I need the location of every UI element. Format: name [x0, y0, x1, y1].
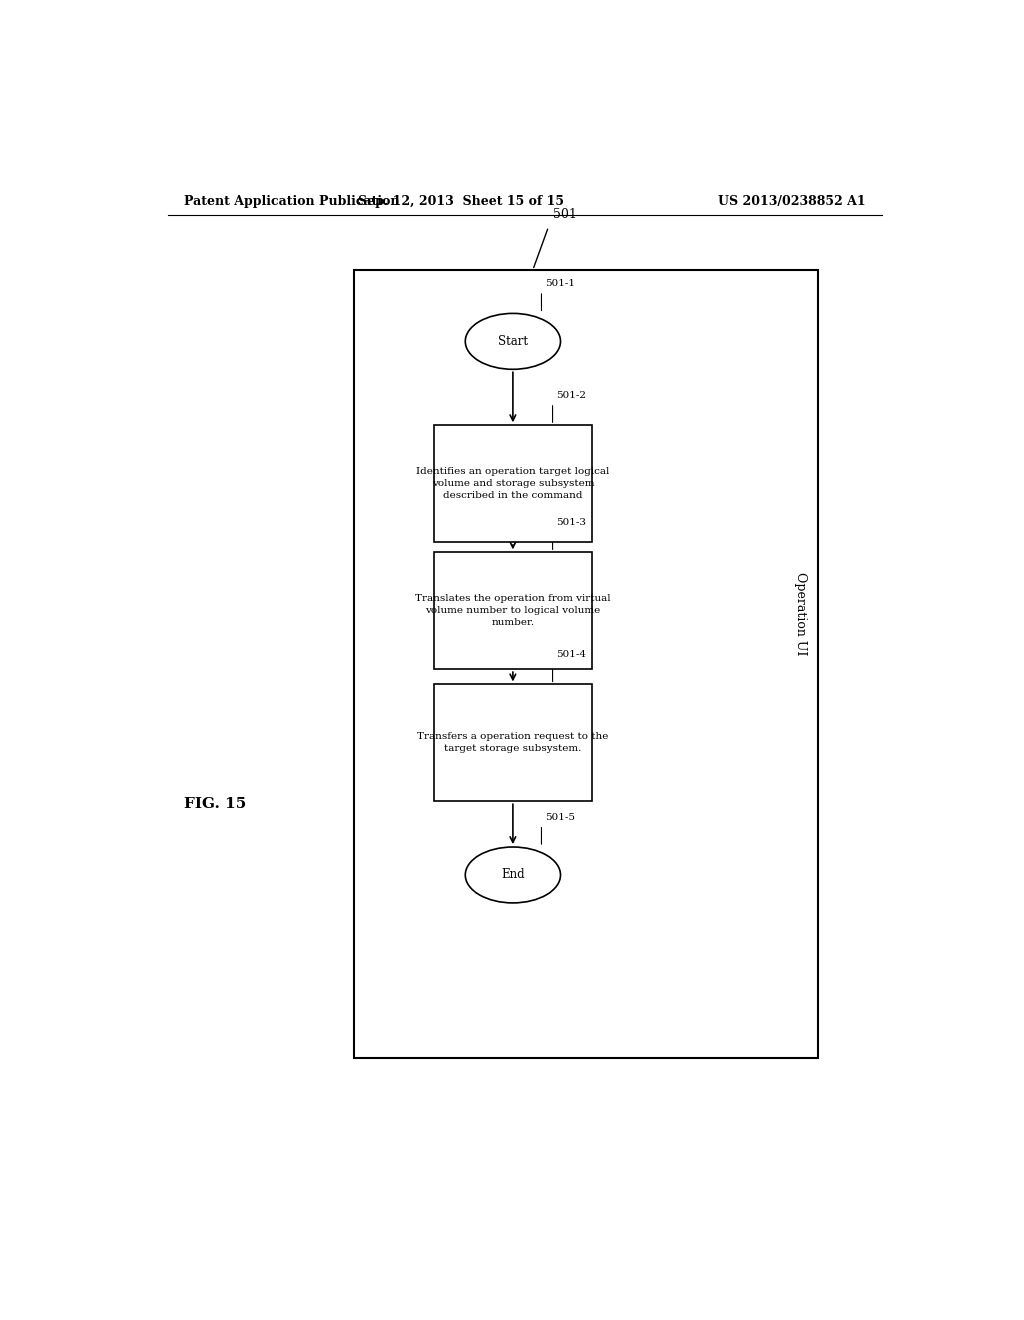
Text: Translates the operation from virtual
volume number to logical volume
number.: Translates the operation from virtual vo…: [415, 594, 610, 627]
Text: Patent Application Publication: Patent Application Publication: [183, 194, 399, 207]
Bar: [433, 684, 592, 801]
Text: 501-2: 501-2: [557, 391, 587, 400]
Text: Identifies an operation target logical
volume and storage subsystem
described in: Identifies an operation target logical v…: [416, 467, 609, 500]
Bar: [433, 425, 592, 543]
Text: Transfers a operation request to the
target storage subsystem.: Transfers a operation request to the tar…: [417, 733, 608, 754]
Text: 501: 501: [553, 209, 577, 222]
Text: Operation UI: Operation UI: [795, 572, 808, 655]
Bar: [354, 271, 818, 1057]
Text: 501-4: 501-4: [557, 649, 587, 659]
Text: 501-3: 501-3: [557, 517, 587, 527]
Text: US 2013/0238852 A1: US 2013/0238852 A1: [719, 194, 866, 207]
Bar: [433, 552, 592, 669]
Text: End: End: [501, 869, 524, 882]
Text: FIG. 15: FIG. 15: [183, 797, 246, 810]
Text: Sep. 12, 2013  Sheet 15 of 15: Sep. 12, 2013 Sheet 15 of 15: [358, 194, 564, 207]
Text: Start: Start: [498, 335, 528, 348]
Text: 501-1: 501-1: [546, 279, 575, 288]
Ellipse shape: [465, 847, 560, 903]
Text: 501-5: 501-5: [546, 813, 575, 821]
Ellipse shape: [465, 313, 560, 370]
